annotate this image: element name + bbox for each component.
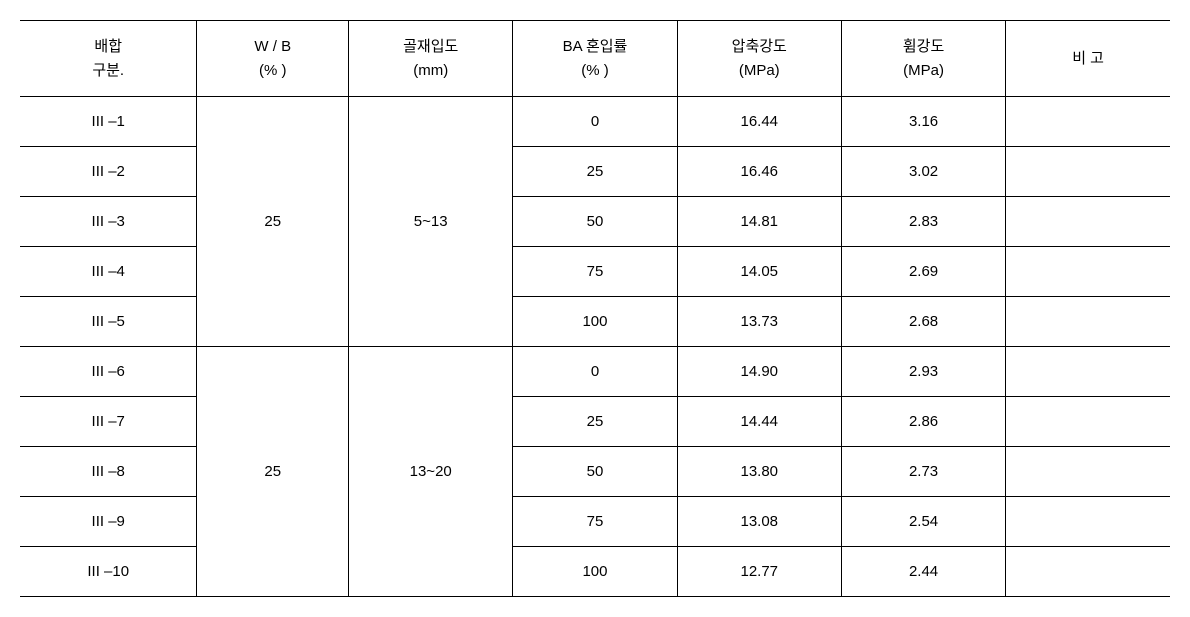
- header-remark: 비 고: [1006, 21, 1170, 97]
- cell-mix: III –9: [20, 497, 197, 547]
- header-mix: 배합 구분.: [20, 21, 197, 97]
- cell-compressive: 14.44: [677, 397, 841, 447]
- header-ba-line1: BA 혼입률: [563, 38, 628, 55]
- cell-compressive: 12.77: [677, 547, 841, 597]
- data-table: 배합 구분. W / B (% ) 골재입도 (mm) BA 혼입률 (% ) …: [20, 20, 1170, 597]
- header-wb-line2: (% ): [259, 62, 287, 79]
- cell-flexural: 2.73: [841, 447, 1005, 497]
- table-row: III –1 25 5~13 0 16.44 3.16: [20, 97, 1170, 147]
- cell-flexural: 2.93: [841, 347, 1005, 397]
- cell-flexural: 2.68: [841, 297, 1005, 347]
- table-row: III –2 25 16.46 3.02: [20, 147, 1170, 197]
- table-row: III –6 25 13~20 0 14.90 2.93: [20, 347, 1170, 397]
- cell-ba: 100: [513, 547, 677, 597]
- table-container: 배합 구분. W / B (% ) 골재입도 (mm) BA 혼입률 (% ) …: [20, 20, 1170, 597]
- cell-compressive: 16.46: [677, 147, 841, 197]
- cell-remark: [1006, 447, 1170, 497]
- header-flexural-line2: (MPa): [903, 62, 944, 79]
- table-row: III –8 50 13.80 2.73: [20, 447, 1170, 497]
- cell-ba: 75: [513, 497, 677, 547]
- cell-mix: III –3: [20, 197, 197, 247]
- header-ba: BA 혼입률 (% ): [513, 21, 677, 97]
- cell-remark: [1006, 347, 1170, 397]
- cell-aggregate: 5~13: [349, 97, 513, 347]
- cell-compressive: 13.08: [677, 497, 841, 547]
- header-ba-line2: (% ): [581, 62, 609, 79]
- cell-compressive: 14.81: [677, 197, 841, 247]
- table-row: III –5 100 13.73 2.68: [20, 297, 1170, 347]
- cell-remark: [1006, 147, 1170, 197]
- header-wb: W / B (% ): [197, 21, 349, 97]
- table-row: III –4 75 14.05 2.69: [20, 247, 1170, 297]
- cell-wb: 25: [197, 97, 349, 347]
- cell-flexural: 2.54: [841, 497, 1005, 547]
- header-mix-line1: 배합: [94, 38, 122, 55]
- cell-remark: [1006, 97, 1170, 147]
- cell-mix: III –10: [20, 547, 197, 597]
- cell-compressive: 16.44: [677, 97, 841, 147]
- cell-remark: [1006, 247, 1170, 297]
- cell-mix: III –1: [20, 97, 197, 147]
- cell-remark: [1006, 397, 1170, 447]
- table-row: III –9 75 13.08 2.54: [20, 497, 1170, 547]
- header-remark-line1: 비 고: [1072, 50, 1104, 67]
- cell-ba: 25: [513, 147, 677, 197]
- cell-remark: [1006, 197, 1170, 247]
- header-flexural-line1: 휨강도: [903, 38, 944, 55]
- cell-mix: III –4: [20, 247, 197, 297]
- cell-flexural: 2.86: [841, 397, 1005, 447]
- header-compressive-line2: (MPa): [739, 62, 780, 79]
- cell-ba: 100: [513, 297, 677, 347]
- header-aggregate-line2: (mm): [413, 62, 448, 79]
- table-header: 배합 구분. W / B (% ) 골재입도 (mm) BA 혼입률 (% ) …: [20, 21, 1170, 97]
- cell-compressive: 13.80: [677, 447, 841, 497]
- header-row: 배합 구분. W / B (% ) 골재입도 (mm) BA 혼입률 (% ) …: [20, 21, 1170, 97]
- cell-flexural: 3.16: [841, 97, 1005, 147]
- cell-ba: 75: [513, 247, 677, 297]
- cell-remark: [1006, 547, 1170, 597]
- header-mix-line2: 구분.: [92, 62, 124, 79]
- cell-mix: III –6: [20, 347, 197, 397]
- cell-mix: III –5: [20, 297, 197, 347]
- table-row: III –10 100 12.77 2.44: [20, 547, 1170, 597]
- cell-remark: [1006, 497, 1170, 547]
- table-row: III –7 25 14.44 2.86: [20, 397, 1170, 447]
- cell-flexural: 3.02: [841, 147, 1005, 197]
- cell-ba: 50: [513, 447, 677, 497]
- cell-ba: 0: [513, 347, 677, 397]
- header-aggregate: 골재입도 (mm): [349, 21, 513, 97]
- cell-wb: 25: [197, 347, 349, 597]
- header-aggregate-line1: 골재입도: [403, 38, 458, 55]
- cell-mix: III –2: [20, 147, 197, 197]
- cell-ba: 50: [513, 197, 677, 247]
- cell-compressive: 14.05: [677, 247, 841, 297]
- cell-ba: 25: [513, 397, 677, 447]
- table-body: III –1 25 5~13 0 16.44 3.16 III –2 25 16…: [20, 97, 1170, 597]
- cell-remark: [1006, 297, 1170, 347]
- cell-aggregate: 13~20: [349, 347, 513, 597]
- header-wb-line1: W / B: [254, 38, 291, 55]
- cell-flexural: 2.83: [841, 197, 1005, 247]
- header-compressive: 압축강도 (MPa): [677, 21, 841, 97]
- cell-ba: 0: [513, 97, 677, 147]
- cell-flexural: 2.44: [841, 547, 1005, 597]
- cell-mix: III –8: [20, 447, 197, 497]
- header-compressive-line1: 압축강도: [732, 38, 787, 55]
- cell-compressive: 14.90: [677, 347, 841, 397]
- cell-flexural: 2.69: [841, 247, 1005, 297]
- cell-compressive: 13.73: [677, 297, 841, 347]
- header-flexural: 휨강도 (MPa): [841, 21, 1005, 97]
- cell-mix: III –7: [20, 397, 197, 447]
- table-row: III –3 50 14.81 2.83: [20, 197, 1170, 247]
